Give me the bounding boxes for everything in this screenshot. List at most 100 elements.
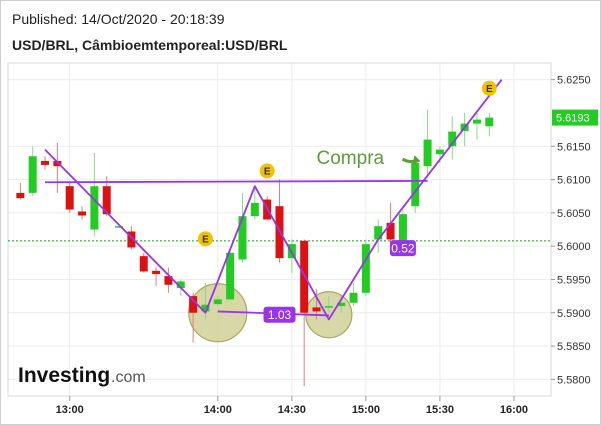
- y-tick-label: 5.5900: [557, 308, 591, 320]
- candles: [16, 109, 494, 387]
- candle: [41, 156, 50, 170]
- x-axis: 13:00 14:00 14:30 15:00 15:30 16:00: [56, 396, 528, 416]
- candle-body: [115, 226, 124, 228]
- event-marker-circle: [259, 163, 275, 179]
- x-tick-label: 15:30: [426, 404, 454, 416]
- candle: [139, 252, 148, 273]
- published-timestamp: Published: 14/Oct/2020 - 20:18:39: [12, 11, 225, 27]
- y-tick-label: 5.6050: [557, 208, 591, 220]
- candle-body: [53, 160, 62, 167]
- candle: [238, 192, 247, 263]
- candle-body: [90, 186, 99, 230]
- y-axis: 5.6250 5.6150 5.6100 5.6050 5.6000 5.5950 5.59…: [551, 75, 591, 386]
- candle-body: [238, 216, 247, 260]
- brand-suffix: .com: [111, 369, 146, 386]
- buy-arrowhead: [412, 155, 421, 165]
- candle-body: [398, 214, 407, 245]
- candle-body: [78, 211, 87, 216]
- pattern-lines: [44, 79, 503, 321]
- candle-body: [423, 139, 432, 167]
- candle-body: [201, 304, 210, 312]
- y-tick-label: 5.6150: [557, 141, 591, 153]
- candle: [300, 239, 309, 387]
- event-marker-circle: [197, 231, 213, 247]
- ratio-right-text: 0.52: [391, 242, 415, 256]
- candle-body: [435, 149, 444, 155]
- candle: [448, 116, 457, 160]
- plot-area: [7, 62, 552, 397]
- candle: [423, 109, 432, 177]
- candle-body: [226, 252, 235, 300]
- candle-body: [164, 276, 173, 285]
- chart-symbol-title: USD/BRL, Câmbioemtemporeal:USD/BRL: [12, 37, 288, 53]
- candle: [324, 296, 333, 313]
- y-tick-label: 5.5850: [557, 341, 591, 353]
- pattern-line-double-bottom-path: [44, 79, 503, 321]
- brand-name: Investing: [18, 364, 110, 387]
- pattern-line-neckline: [45, 179, 428, 184]
- x-tick-label: 15:00: [352, 404, 380, 416]
- current-price-text: 5.6193: [556, 113, 590, 125]
- candle: [90, 152, 99, 237]
- candle-body: [386, 222, 395, 240]
- candle: [411, 156, 420, 213]
- candle: [472, 112, 481, 140]
- candle: [374, 219, 383, 253]
- candle: [349, 282, 358, 307]
- pattern-labels: 1.03 0.52 Compra: [263, 148, 421, 323]
- candle-body: [152, 270, 161, 275]
- candle-body: [65, 186, 74, 210]
- y-tick-label: 5.5800: [557, 374, 591, 386]
- candle: [213, 296, 222, 307]
- candle-body: [28, 156, 37, 193]
- candle-body: [41, 160, 50, 165]
- current-price-tag: 5.6193: [552, 109, 598, 126]
- y-tick-label: 5.6100: [557, 175, 591, 187]
- candle: [65, 182, 74, 213]
- ratio-bottoms-text: 1.03: [268, 308, 292, 322]
- ratio-bottoms-box: [263, 306, 296, 323]
- event-markers: E E E: [197, 80, 497, 247]
- event-marker-label: E: [486, 84, 493, 95]
- candle: [28, 146, 37, 197]
- y-tick-label: 5.5950: [557, 274, 591, 286]
- candle-body: [448, 131, 457, 147]
- candle: [78, 206, 87, 220]
- ratio-right-box: [389, 240, 416, 257]
- candle-body: [16, 192, 25, 199]
- candle-body: [176, 281, 185, 289]
- candle-body: [349, 292, 358, 303]
- y-tick-label: 5.6250: [557, 75, 591, 87]
- candle-body: [485, 117, 494, 127]
- candle: [16, 182, 25, 200]
- candle: [53, 142, 62, 193]
- candle: [226, 249, 235, 300]
- candle-body: [361, 244, 370, 293]
- current-price-box: [552, 109, 598, 126]
- candle-body: [324, 306, 333, 308]
- event-marker-label: E: [202, 234, 209, 245]
- y-tick-label: 5.6000: [557, 241, 591, 253]
- event-marker-circle: [481, 80, 497, 96]
- candle-body: [250, 202, 259, 217]
- candle: [485, 112, 494, 137]
- x-tick-label: 14:00: [204, 404, 232, 416]
- candle-body: [102, 186, 111, 215]
- candle: [164, 267, 173, 293]
- buy-annotation-text: Compra: [317, 148, 385, 169]
- candle: [460, 112, 469, 147]
- x-tick-label: 16:00: [500, 404, 528, 416]
- candle-body: [127, 231, 136, 248]
- x-tick-label: 14:30: [278, 404, 306, 416]
- candle-body: [337, 302, 346, 307]
- x-tick-label: 13:00: [56, 404, 84, 416]
- event-marker-label: E: [264, 166, 271, 177]
- candle-body: [472, 119, 481, 124]
- candle-body: [411, 162, 420, 207]
- candle: [275, 179, 284, 263]
- candle-body: [189, 296, 198, 313]
- candle: [361, 239, 370, 297]
- candle-body: [139, 256, 148, 272]
- candle-body: [374, 226, 383, 240]
